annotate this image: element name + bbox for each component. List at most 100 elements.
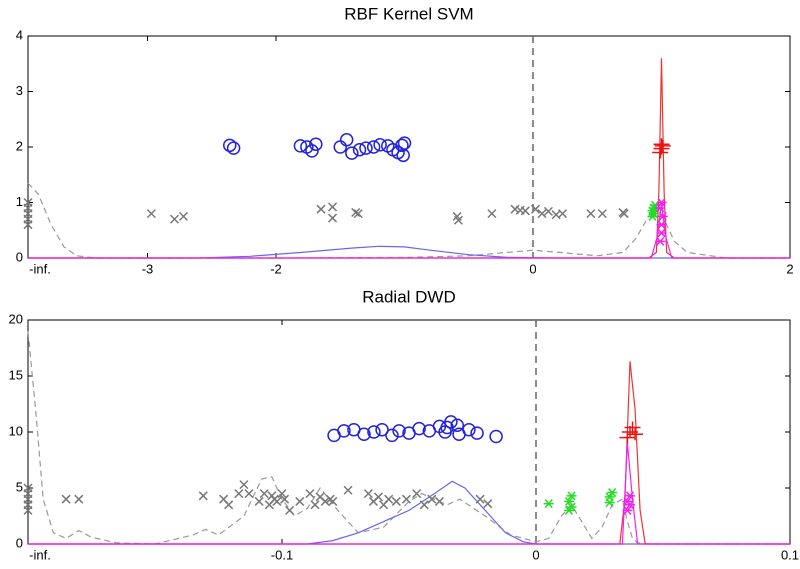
star-stroke: [623, 505, 632, 515]
point: [462, 423, 476, 437]
x-stroke: [61, 494, 71, 504]
point: [627, 428, 644, 441]
star-stroke: [567, 491, 576, 501]
x-stroke: [224, 500, 234, 510]
x-stroke: [328, 213, 338, 223]
point: [395, 138, 409, 153]
circle-glyph: [440, 420, 454, 435]
circle-glyph: [412, 421, 426, 436]
x-stroke: [254, 496, 264, 506]
point: [222, 138, 237, 153]
x-tick-label: -2: [270, 261, 282, 276]
point: [440, 420, 454, 435]
point: [412, 421, 426, 436]
x-stroke: [551, 210, 561, 220]
point: [280, 494, 290, 504]
point: [373, 138, 387, 152]
point: [234, 489, 244, 499]
point: [656, 228, 667, 238]
star-stroke: [564, 496, 574, 506]
point: [61, 494, 71, 504]
point: [328, 202, 338, 212]
circle-glyph: [226, 141, 241, 155]
x-tick-label: 0.1: [781, 547, 799, 562]
y-tick-label: 1: [16, 194, 23, 209]
point: [277, 489, 287, 499]
circle-glyph: [357, 427, 371, 441]
circle-glyph: [462, 423, 476, 437]
star-stroke: [649, 209, 658, 219]
circle-glyph: [373, 138, 387, 152]
point: [74, 494, 84, 504]
point: [566, 491, 577, 501]
x-stroke: [23, 483, 33, 493]
point: [543, 206, 553, 216]
point: [363, 489, 373, 499]
point: [169, 214, 180, 224]
x-stroke: [353, 209, 363, 219]
x-stroke: [412, 489, 422, 499]
point: [427, 494, 437, 504]
x-stroke: [487, 209, 497, 219]
point: [345, 146, 359, 160]
star-stroke: [658, 211, 667, 221]
x-tick-label: -3: [142, 261, 154, 276]
point: [487, 209, 497, 219]
point: [392, 424, 406, 438]
point: [198, 491, 208, 501]
point: [305, 144, 319, 158]
x-stroke: [219, 494, 229, 504]
x-stroke: [280, 494, 290, 504]
x-stroke: [483, 499, 493, 509]
point: [419, 500, 429, 510]
point: [653, 138, 670, 151]
circle-glyph: [367, 425, 381, 439]
x-stroke: [453, 215, 464, 225]
point: [226, 141, 241, 155]
star-stroke: [657, 228, 666, 238]
point: [531, 204, 541, 214]
circle-glyph: [222, 138, 237, 153]
y-tick-label: 5: [16, 479, 23, 494]
star-stroke: [657, 198, 666, 207]
circle-glyph: [352, 143, 367, 157]
point: [543, 499, 554, 509]
point: [607, 487, 618, 497]
density-line: [27, 331, 790, 545]
point: [343, 485, 353, 495]
x-stroke: [384, 494, 394, 504]
point: [351, 207, 361, 218]
x-stroke: [178, 211, 189, 221]
x-stroke: [586, 209, 596, 219]
x-stroke: [146, 209, 156, 219]
point: [489, 429, 503, 444]
x-tick-label: -inf.: [29, 261, 51, 276]
point: [434, 496, 445, 506]
x-tick-label: -0.1: [271, 547, 293, 562]
point: [655, 203, 666, 213]
point: [396, 148, 410, 163]
point: [224, 500, 234, 510]
circle-glyph: [450, 418, 465, 433]
x-stroke: [169, 214, 180, 224]
x-stroke: [452, 211, 462, 221]
point: [367, 425, 381, 439]
x-stroke: [23, 197, 33, 208]
circle-glyph: [375, 423, 389, 437]
point: [622, 505, 633, 515]
circle-glyph: [385, 428, 399, 443]
star-stroke: [657, 220, 666, 230]
point: [359, 141, 373, 155]
x-stroke: [328, 202, 338, 212]
point: [401, 494, 411, 504]
x-stroke: [531, 204, 541, 214]
circle-glyph: [489, 429, 503, 444]
chart-title: Radial DWD: [362, 287, 456, 306]
point: [385, 428, 399, 443]
y-tick-label: 15: [9, 367, 23, 382]
x-stroke: [320, 496, 330, 506]
point: [655, 236, 666, 246]
subplot: Radial DWD -inf. -0.1 0 0.1 0 5 10 15 20: [9, 287, 800, 562]
x-tick-label: 2: [786, 261, 793, 276]
